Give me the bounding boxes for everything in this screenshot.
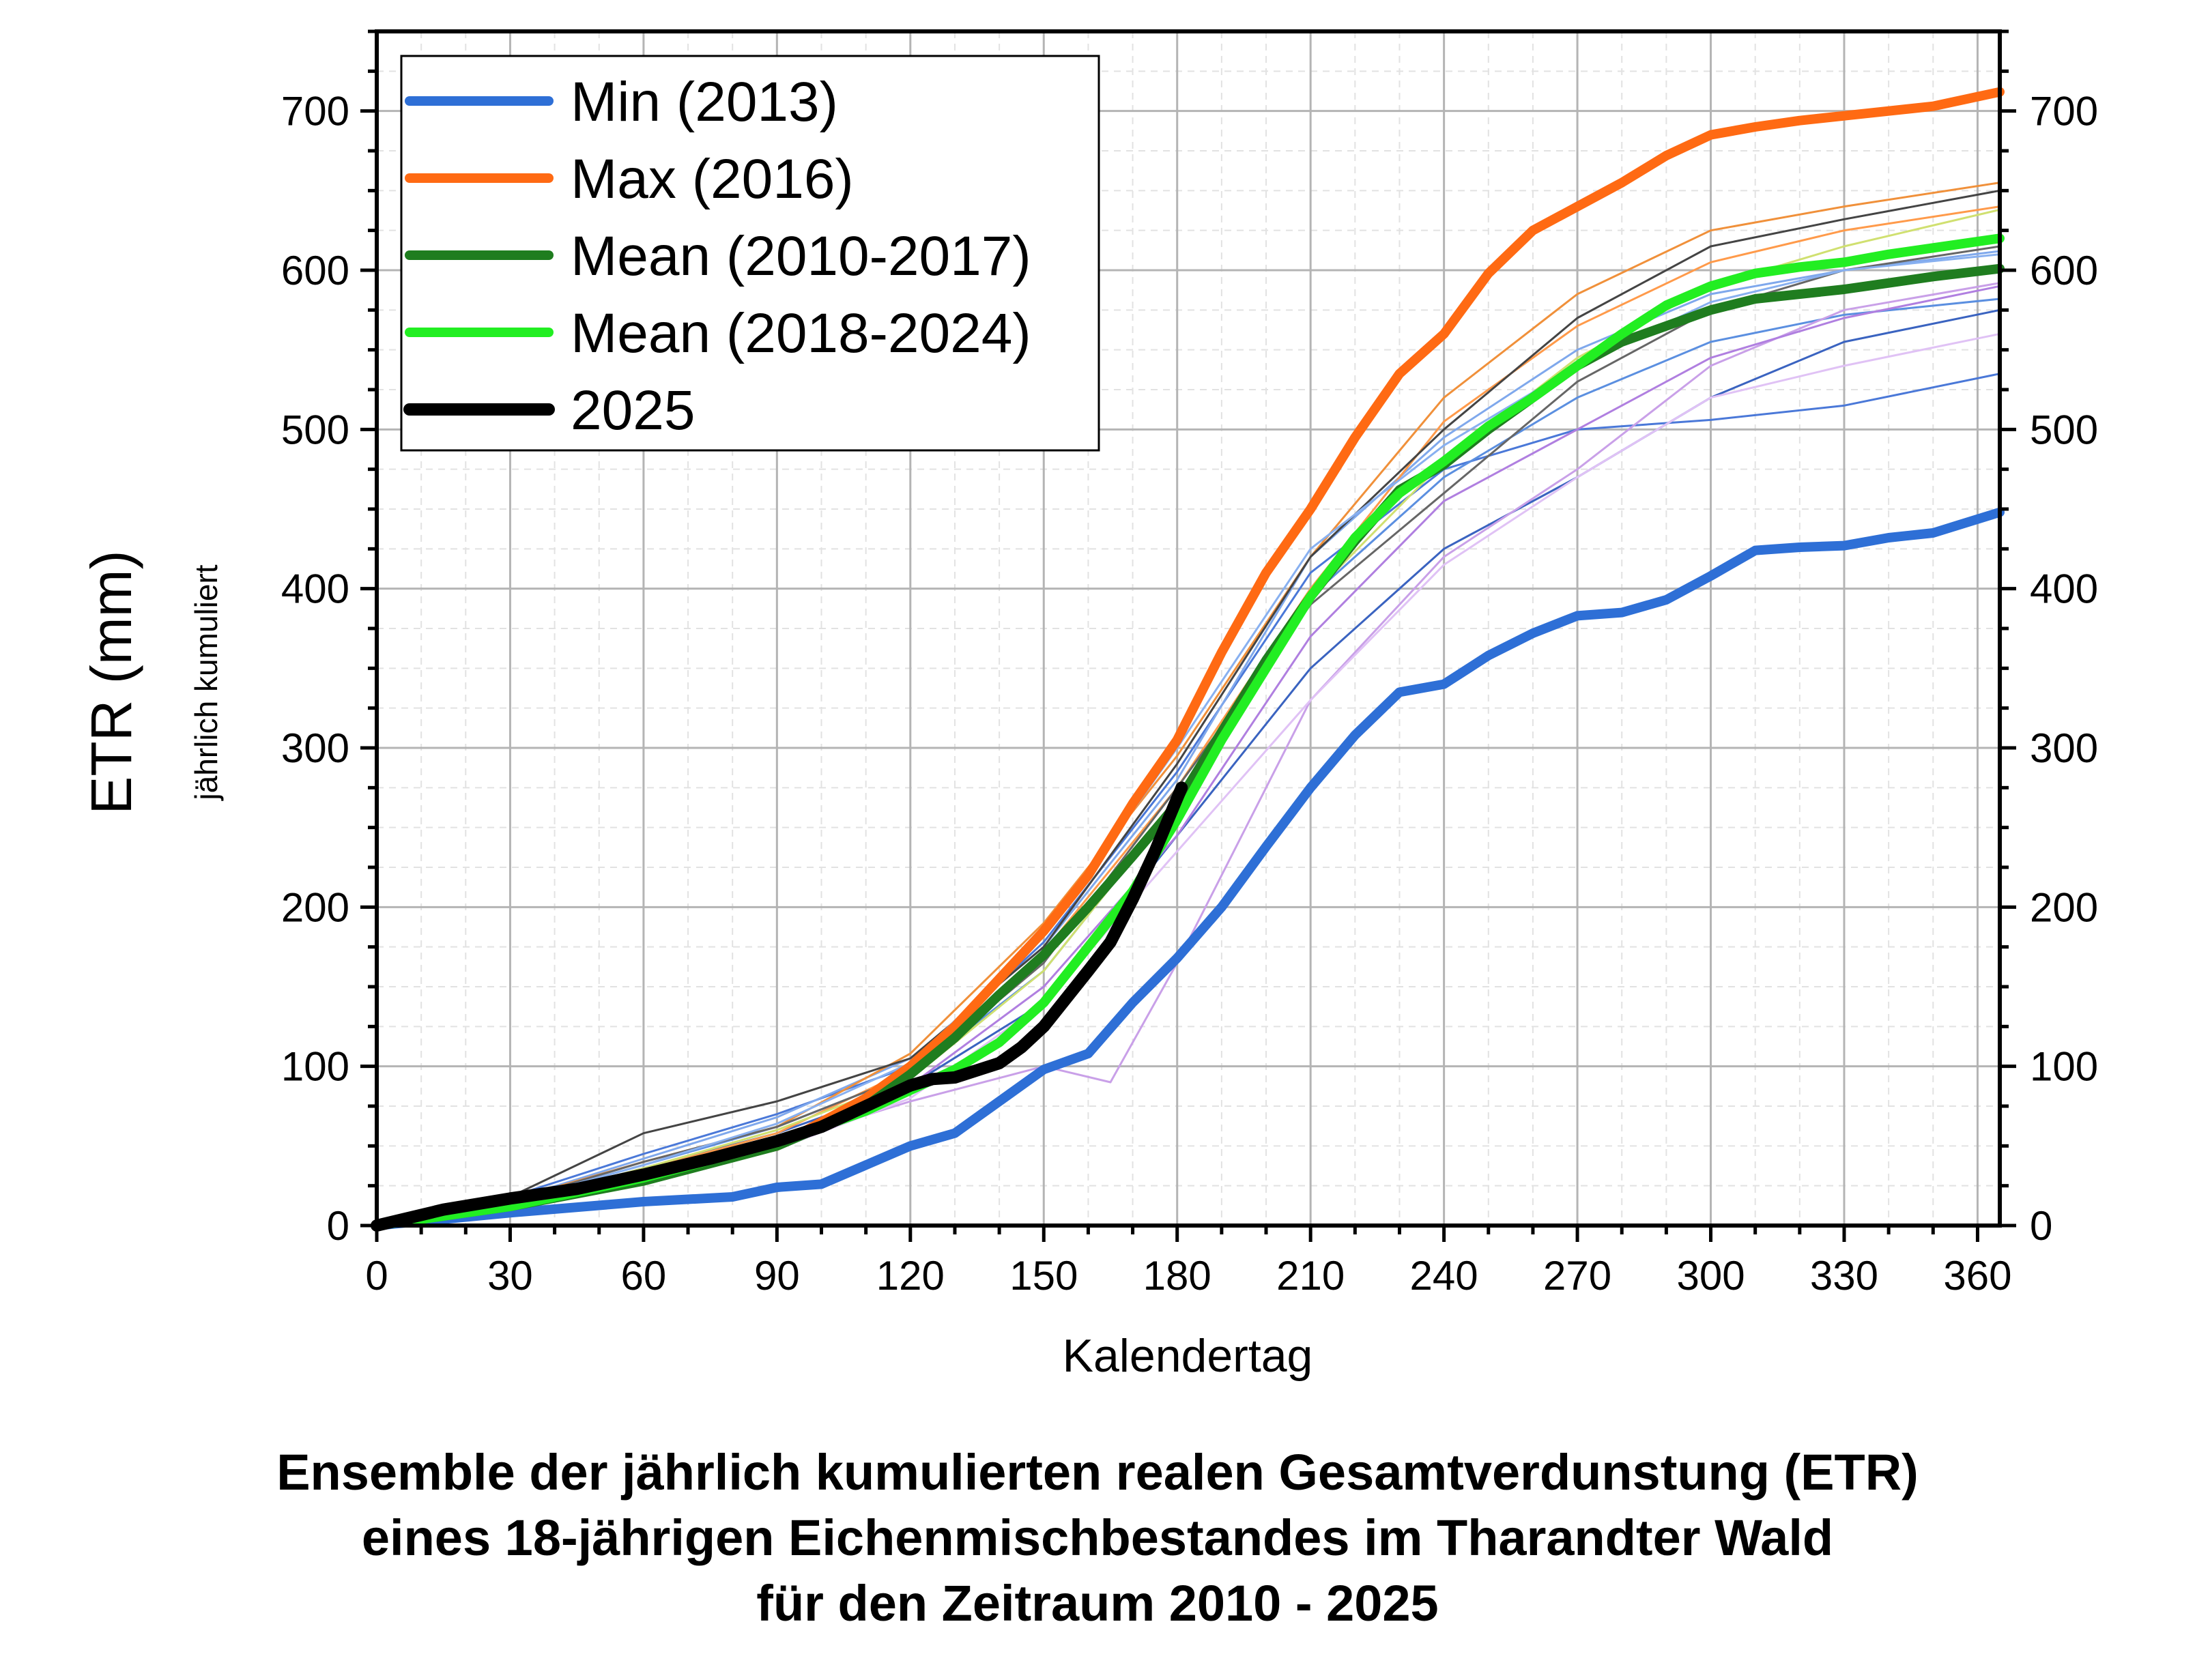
y-tick-label: 600 (281, 248, 349, 293)
x-tick-label: 180 (1143, 1253, 1211, 1299)
legend-label: Max (2016) (571, 148, 854, 210)
y-tick-label-right: 300 (2030, 725, 2098, 771)
series-line (372, 507, 2005, 1230)
x-tick-label: 360 (1943, 1253, 2011, 1299)
background-year-line (376, 250, 2000, 1227)
x-tick-label: 30 (487, 1253, 533, 1299)
x-tick-label: 330 (1810, 1253, 1878, 1299)
caption-line: Ensemble der jährlich kumulierten realen… (276, 1444, 1919, 1501)
x-tick-label: 0 (365, 1253, 388, 1299)
y-tick-label: 700 (281, 89, 349, 134)
x-tick-label: 300 (1676, 1253, 1745, 1299)
y-tick-label-right: 600 (2030, 248, 2098, 293)
x-tick-label: 120 (876, 1253, 945, 1299)
y-tick-label-right: 200 (2030, 884, 2098, 930)
y-axis-subtitle: jährlich kumuliert (188, 564, 224, 801)
series-lines (371, 87, 2005, 1232)
y-tick-label-right: 0 (2030, 1203, 2052, 1249)
x-tick-label: 210 (1276, 1253, 1345, 1299)
y-tick-label: 200 (281, 884, 349, 930)
legend-label: Min (2013) (571, 71, 838, 133)
y-tick-label: 100 (281, 1044, 349, 1090)
background-year-line (376, 189, 2000, 1227)
x-tick-label: 150 (1009, 1253, 1078, 1299)
y-tick-label-right: 400 (2030, 566, 2098, 612)
legend-label: 2025 (571, 379, 695, 441)
background-year-line (376, 373, 2000, 1227)
y-axis-title: ETR (mm) (79, 550, 143, 814)
y-tick-label: 500 (281, 407, 349, 452)
y-tick-label: 300 (281, 725, 349, 771)
legend: Min (2013) Max (2016) Mean (2010-2017) Mean… (400, 55, 1100, 452)
x-tick-label: 60 (621, 1253, 667, 1299)
chart-caption: Ensemble der jährlich kumulierten realen… (0, 1440, 2195, 1636)
x-tick-label: 90 (754, 1253, 800, 1299)
y-tick-label: 400 (281, 566, 349, 612)
x-tick-label: 270 (1543, 1253, 1611, 1299)
y-tick-label-right: 100 (2030, 1044, 2098, 1090)
series-line (371, 781, 1188, 1232)
y-tick-label: 0 (327, 1203, 349, 1249)
legend-label: Mean (2010-2017) (571, 225, 1031, 287)
x-axis-title: Kalendertag (1063, 1330, 1313, 1382)
caption-line: eines 18-jährigen Eichenmischbestandes i… (361, 1509, 1834, 1566)
caption-line: für den Zeitraum 2010 - 2025 (756, 1575, 1439, 1632)
y-tick-label-right: 500 (2030, 407, 2098, 452)
legend-label: Mean (2018-2024) (571, 302, 1031, 364)
series-line (372, 87, 2005, 1230)
x-tick-label: 240 (1410, 1253, 1478, 1299)
y-tick-label-right: 700 (2030, 89, 2098, 134)
